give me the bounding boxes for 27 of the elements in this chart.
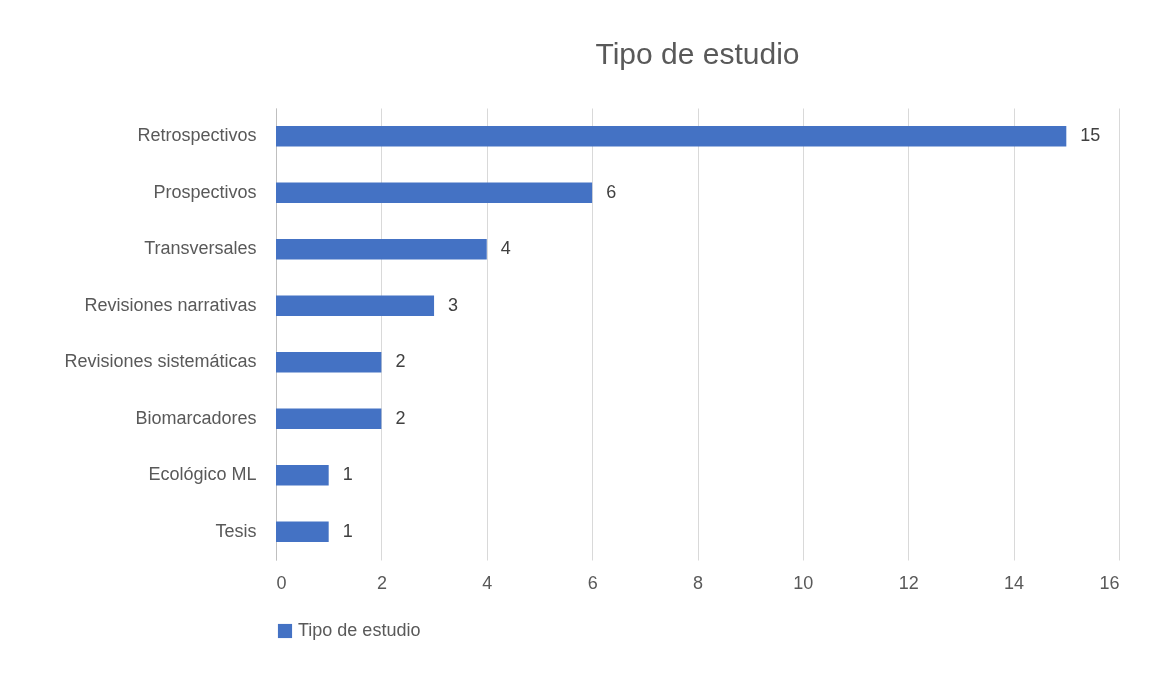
y-tick-label: Biomarcadores — [135, 407, 257, 428]
data-label: 6 — [606, 181, 617, 202]
data-label: 1 — [342, 464, 353, 485]
chart-title: Tipo de estudio — [595, 37, 800, 70]
data-label: 2 — [395, 351, 406, 372]
x-tick-label: 0 — [276, 572, 287, 593]
x-tick-label: 4 — [482, 572, 493, 593]
y-tick-label: Prospectivos — [153, 181, 257, 202]
x-tick-label: 14 — [1004, 572, 1025, 593]
x-tick-label: 6 — [587, 572, 598, 593]
y-tick-label: Revisiones sistemáticas — [64, 351, 257, 372]
data-label: 1 — [342, 520, 353, 541]
x-tick-label: 16 — [1099, 572, 1120, 593]
x-tick-label: 12 — [898, 572, 919, 593]
legend-label: Tipo de estudio — [298, 620, 421, 640]
y-tick-label: Ecológico ML — [148, 464, 257, 485]
data-label: 3 — [448, 294, 459, 315]
y-tick-label: Tesis — [215, 520, 257, 541]
y-tick-label: Revisiones narrativas — [84, 294, 257, 315]
x-tick-label: 10 — [793, 572, 814, 593]
x-tick-label: 2 — [376, 572, 387, 593]
data-label: 2 — [395, 407, 406, 428]
y-tick-label: Retrospectivos — [137, 125, 257, 146]
x-tick-label: 8 — [692, 572, 704, 593]
data-label: 15 — [1080, 125, 1101, 146]
y-tick-label: Transversales — [144, 238, 257, 259]
data-label: 4 — [500, 238, 511, 259]
